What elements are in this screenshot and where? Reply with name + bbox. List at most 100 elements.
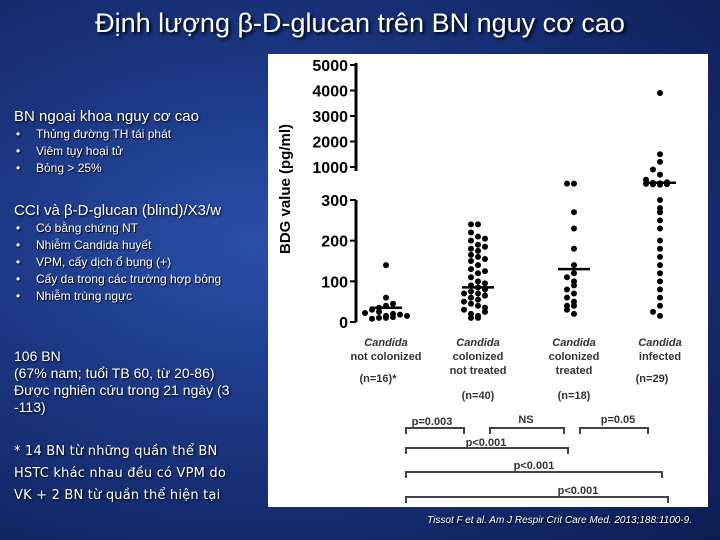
list-item: Viêm tụy hoại tử — [14, 143, 171, 160]
p-value-label: p<0.001 — [514, 460, 555, 472]
study-line: (67% nam; tuổi TB 60, từ 20-86) — [14, 365, 215, 381]
data-point — [468, 266, 474, 273]
data-point — [657, 312, 663, 319]
category-label-line1: Candida — [456, 337, 499, 349]
note-line: * 14 BN từ những quần thể BN — [14, 444, 218, 459]
data-point — [468, 258, 474, 264]
data-point — [468, 314, 474, 321]
data-point — [482, 304, 488, 311]
data-point — [475, 302, 481, 309]
data-point — [482, 292, 488, 299]
data-point — [404, 312, 410, 319]
y-axis-label: BDG value (pg/ml) — [277, 124, 294, 254]
category-n-label: (n=16)* — [360, 373, 398, 385]
list-item: Có bằng chứng NT — [14, 220, 221, 237]
category-label-line1: Candida — [638, 337, 681, 349]
data-point — [571, 245, 577, 252]
list-item: Cấy da trong các trường hợp bỏng — [14, 271, 221, 288]
data-point — [383, 262, 389, 269]
category-label-line2: colonized — [549, 351, 600, 363]
data-point — [376, 314, 382, 321]
data-point — [564, 302, 570, 309]
data-point — [571, 270, 577, 277]
chart-panel: 1000 2000 3000 4000 5000 0 100 200 300 BDG value … — [268, 54, 708, 507]
data-point — [657, 205, 663, 212]
data-point — [564, 274, 570, 281]
list-item: Nhiễm Candida huyết — [14, 237, 221, 254]
category-n-label: (n=29) — [636, 373, 669, 385]
category-n-label: (n=40) — [462, 390, 495, 402]
study-summary: 106 BN (67% nam; tuổi TB 60, từ 20-86) Đ… — [14, 348, 230, 416]
significance-bracket — [405, 496, 669, 503]
data-point — [468, 221, 474, 228]
data-point — [482, 280, 488, 287]
data-point — [571, 225, 577, 232]
data-point — [461, 290, 467, 297]
study-line: Được nghiên cứu trong 21 ngày (3 — [14, 382, 230, 398]
data-point — [475, 233, 481, 240]
data-point — [468, 300, 474, 307]
y-tick-label: 0 — [339, 315, 348, 332]
data-point — [475, 312, 481, 319]
data-point — [657, 158, 663, 165]
significance-bracket — [579, 427, 649, 434]
group1-list: Thủng đường TH tái phát Viêm tụy hoại tử… — [14, 126, 171, 177]
category-label-line2: infected — [639, 351, 681, 363]
study-line: -113) — [14, 399, 46, 415]
data-point — [390, 300, 396, 307]
data-point — [482, 268, 488, 275]
data-point — [468, 288, 474, 295]
category-n-label: (n=18) — [558, 390, 591, 402]
y-tick-label: 3000 — [312, 109, 348, 126]
y-tick-label: 300 — [321, 193, 348, 210]
p-value-label: p<0.001 — [558, 485, 599, 497]
data-point — [475, 253, 481, 260]
data-point — [564, 286, 570, 293]
y-tick-label: 200 — [321, 234, 348, 251]
data-point — [475, 241, 481, 248]
category-label-line1: Candida — [552, 337, 595, 349]
data-point — [657, 270, 663, 277]
significance-bracket — [405, 471, 663, 478]
data-point — [571, 262, 577, 269]
data-point — [657, 237, 663, 244]
p-value-label: p=0.003 — [412, 416, 453, 428]
data-point — [657, 286, 663, 293]
y-tick-label: 1000 — [312, 160, 348, 177]
data-point — [461, 298, 467, 305]
category-label-line3: not treated — [450, 365, 507, 377]
y-tick-label: 4000 — [312, 84, 348, 101]
data-point — [482, 255, 488, 262]
data-point — [397, 311, 403, 318]
data-point — [650, 308, 656, 315]
data-point — [657, 245, 663, 252]
data-point — [657, 225, 663, 232]
data-point — [657, 253, 663, 260]
data-point — [383, 294, 389, 301]
group2-heading: CCI và β-D-glucan (blind)/X3/w — [14, 202, 222, 219]
category-label-line2: colonized — [453, 351, 504, 363]
data-point — [657, 294, 663, 301]
data-point — [482, 243, 488, 250]
group1-heading: BN ngoại khoa nguy cơ cao — [14, 108, 199, 125]
data-point — [468, 294, 474, 301]
significance-bracket — [405, 427, 465, 434]
list-item: Nhiễm trùng ngực — [14, 288, 221, 305]
data-point — [475, 262, 481, 269]
y-tick-label: 100 — [321, 274, 348, 291]
data-point — [571, 278, 577, 285]
data-point — [461, 306, 467, 313]
data-point — [564, 294, 570, 301]
data-point — [383, 312, 389, 319]
list-item: Bỏng > 25% — [14, 160, 171, 177]
list-item: Thủng đường TH tái phát — [14, 126, 171, 143]
p-value-label: p<0.001 — [466, 437, 507, 449]
data-point — [482, 235, 488, 242]
data-point — [564, 180, 570, 187]
data-point — [571, 180, 577, 187]
data-point — [571, 290, 577, 297]
data-point — [571, 310, 577, 317]
data-point — [657, 151, 663, 158]
category-label-line2: not colonized — [351, 351, 422, 363]
data-point — [657, 90, 663, 97]
